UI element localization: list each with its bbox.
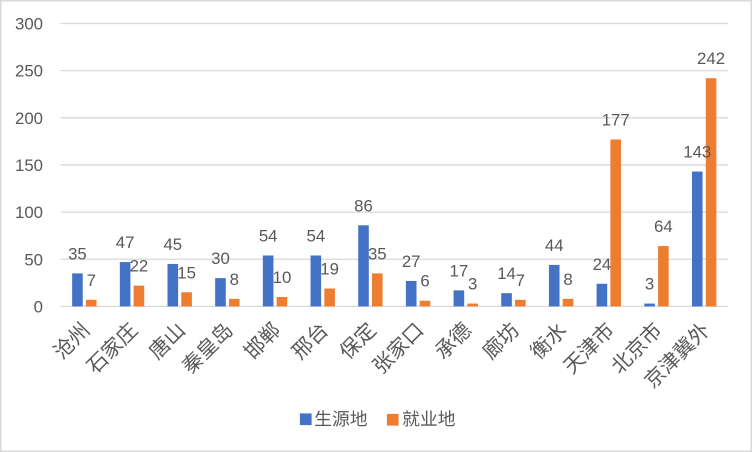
svg-text:64: 64	[654, 217, 673, 236]
svg-text:35: 35	[368, 244, 387, 263]
svg-text:3: 3	[645, 275, 654, 294]
svg-text:14: 14	[497, 264, 516, 283]
svg-text:143: 143	[683, 143, 711, 162]
svg-text:30: 30	[211, 249, 230, 268]
svg-text:150: 150	[15, 156, 43, 175]
svg-text:24: 24	[593, 255, 612, 274]
svg-text:200: 200	[15, 109, 43, 128]
svg-text:8: 8	[563, 270, 572, 289]
svg-text:250: 250	[15, 62, 43, 81]
svg-text:47: 47	[116, 233, 135, 252]
svg-text:6: 6	[420, 272, 429, 291]
svg-text:10: 10	[273, 268, 292, 287]
svg-text:22: 22	[130, 257, 149, 276]
svg-text:15: 15	[177, 263, 196, 282]
svg-text:45: 45	[163, 235, 182, 254]
svg-text:86: 86	[354, 196, 373, 215]
svg-text:44: 44	[545, 236, 564, 255]
svg-text:19: 19	[320, 259, 339, 278]
svg-text:50: 50	[24, 250, 43, 269]
svg-text:27: 27	[402, 252, 421, 271]
svg-text:54: 54	[306, 226, 325, 245]
svg-text:7: 7	[516, 271, 525, 290]
svg-text:8: 8	[230, 270, 239, 289]
svg-text:3: 3	[468, 275, 477, 294]
svg-text:100: 100	[15, 203, 43, 222]
svg-text:54: 54	[259, 226, 278, 245]
svg-text:7: 7	[87, 271, 96, 290]
svg-text:17: 17	[450, 261, 469, 280]
svg-text:35: 35	[68, 244, 87, 263]
svg-text:0: 0	[34, 297, 43, 316]
svg-text:242: 242	[697, 49, 725, 68]
svg-text:300: 300	[15, 15, 43, 34]
svg-text:177: 177	[602, 110, 630, 129]
